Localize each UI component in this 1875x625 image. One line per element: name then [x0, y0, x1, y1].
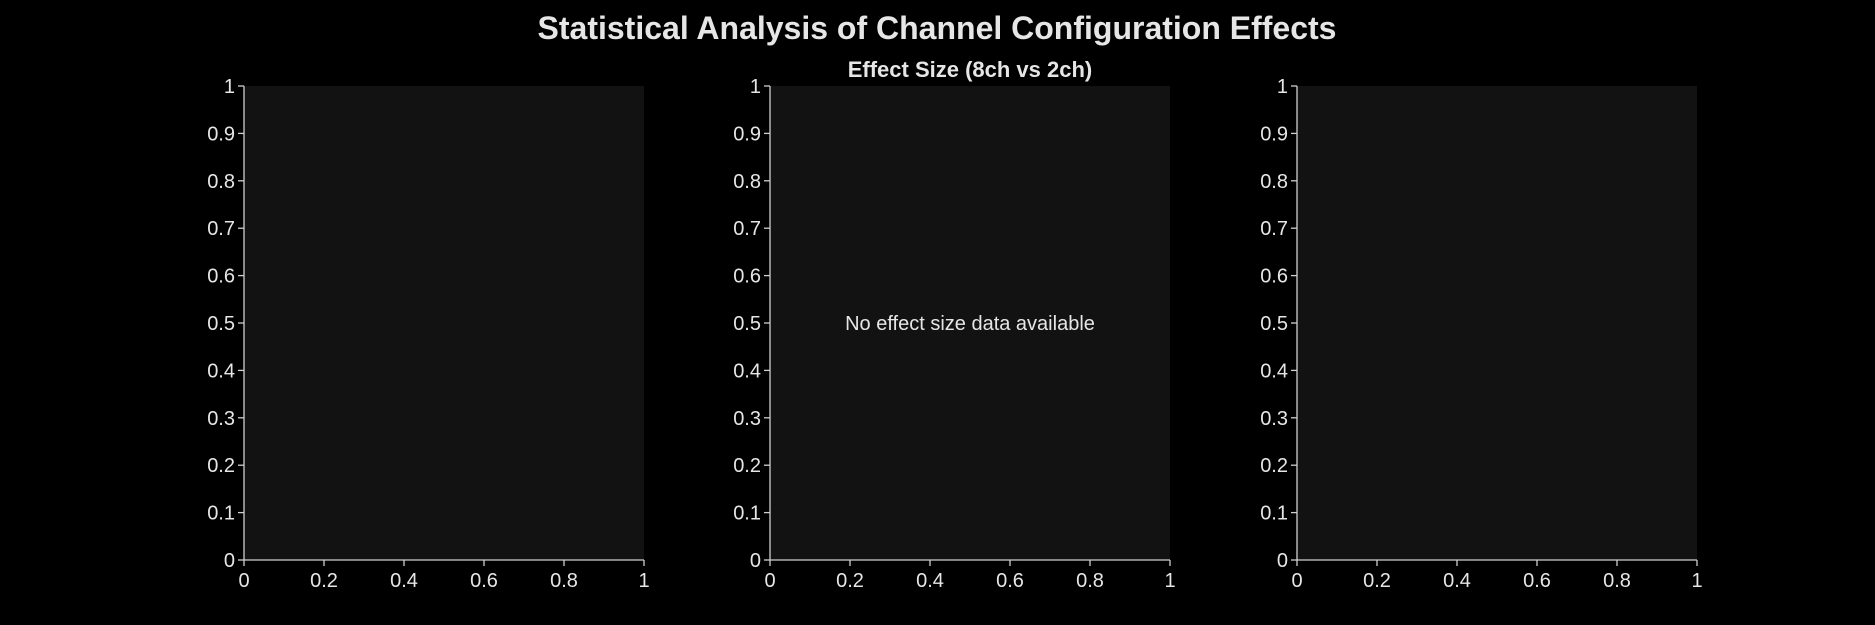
subplots: 0 0.1 0.2 0.3 0.4 0.5 0.6 0.7 0.8 0.9 1 0 0.2 0.4 0.6 0… — [207, 57, 1702, 592]
x-tick-label: 0.6 — [470, 570, 498, 592]
subplot-2: 0 0.1 0.2 0.3 0.4 0.5 0.6 0.7 0.8 0.9 1 0 0.2 0.4 0.6 0… — [733, 57, 1175, 592]
y-tick-label: 0.1 — [207, 503, 235, 525]
x-tick-label: 0.2 — [310, 570, 338, 592]
y-tick-label: 0.3 — [733, 408, 761, 430]
y-tick-label: 0.5 — [207, 313, 235, 335]
y-tick-label: 0.8 — [733, 171, 761, 193]
x-tick-label: 0 — [238, 570, 249, 592]
y-tick-label: 0.6 — [207, 266, 235, 288]
y-tick-label: 0.5 — [1260, 313, 1288, 335]
y-tick-label: 0.7 — [733, 218, 761, 240]
x-tick-label: 0.8 — [550, 570, 578, 592]
plot-area — [1297, 86, 1697, 560]
y-tick-label: 0.4 — [733, 360, 761, 382]
y-tick-label: 1 — [1277, 76, 1288, 98]
y-tick-label: 0.1 — [1260, 503, 1288, 525]
y-tick-label: 0.2 — [733, 455, 761, 477]
y-tick-label: 0.2 — [207, 455, 235, 477]
x-tick-label: 1 — [1691, 570, 1702, 592]
x-tick-label: 0.4 — [916, 570, 944, 592]
x-tick-label: 0.2 — [836, 570, 864, 592]
x-tick-label: 0.6 — [996, 570, 1024, 592]
x-tick-label: 0.4 — [1443, 570, 1471, 592]
y-tick-label: 0.4 — [1260, 360, 1288, 382]
plot-area — [244, 86, 644, 560]
x-tick-label: 1 — [1164, 570, 1175, 592]
y-tick-label: 1 — [224, 76, 235, 98]
y-tick-label: 0.7 — [207, 218, 235, 240]
y-tick-label: 0.8 — [207, 171, 235, 193]
y-tick-label: 0.3 — [207, 408, 235, 430]
x-tick-label: 0.6 — [1523, 570, 1551, 592]
subplot-1: 0 0.1 0.2 0.3 0.4 0.5 0.6 0.7 0.8 0.9 1 0 0.2 0.4 0.6 0… — [207, 76, 649, 592]
y-tick-label: 0.9 — [207, 123, 235, 145]
y-tick-label: 1 — [750, 76, 761, 98]
subplot-title: Effect Size (8ch vs 2ch) — [848, 57, 1093, 82]
figure-title: Statistical Analysis of Channel Configur… — [538, 10, 1337, 46]
y-tick-label: 0.2 — [1260, 455, 1288, 477]
subplot-3: 0 0.1 0.2 0.3 0.4 0.5 0.6 0.7 0.8 0.9 1 0 0.2 0.4 0.6 0… — [1260, 76, 1702, 592]
x-tick-label: 0.8 — [1076, 570, 1104, 592]
y-tick-label: 0.1 — [733, 503, 761, 525]
y-tick-label: 0.5 — [733, 313, 761, 335]
y-tick-label: 0.6 — [733, 266, 761, 288]
y-tick-label: 0.9 — [1260, 123, 1288, 145]
no-data-message: No effect size data available — [845, 313, 1095, 335]
y-tick-label: 0 — [1277, 550, 1288, 572]
x-tick-label: 0.4 — [390, 570, 418, 592]
y-tick-label: 0.7 — [1260, 218, 1288, 240]
x-tick-label: 0 — [1291, 570, 1302, 592]
y-tick-label: 0.9 — [733, 123, 761, 145]
x-tick-label: 0.2 — [1363, 570, 1391, 592]
y-tick-label: 0.4 — [207, 360, 235, 382]
y-tick-label: 0 — [224, 550, 235, 572]
y-tick-label: 0.8 — [1260, 171, 1288, 193]
x-tick-label: 0.8 — [1603, 570, 1631, 592]
x-tick-label: 1 — [638, 570, 649, 592]
y-tick-label: 0 — [750, 550, 761, 572]
plot-area — [770, 86, 1170, 560]
y-tick-label: 0.6 — [1260, 266, 1288, 288]
y-tick-label: 0.3 — [1260, 408, 1288, 430]
x-tick-label: 0 — [764, 570, 775, 592]
